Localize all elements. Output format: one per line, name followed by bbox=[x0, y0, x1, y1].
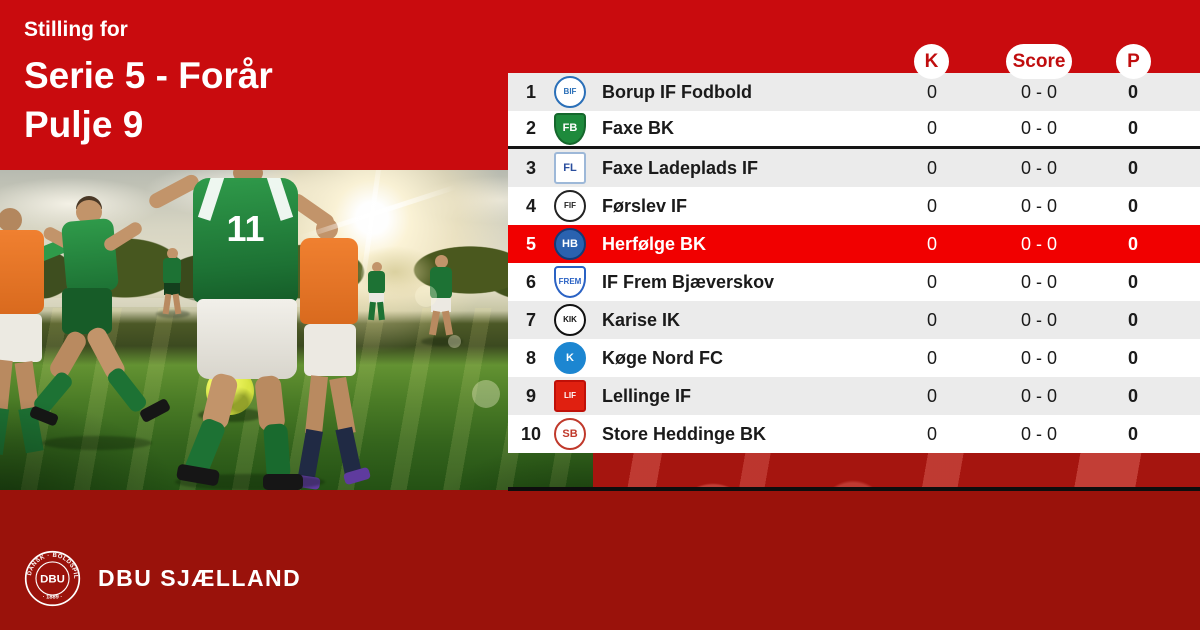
row-points: 0 bbox=[1127, 309, 1138, 330]
page-title: Serie 5 - Forår bbox=[24, 55, 273, 96]
player-limb bbox=[372, 262, 382, 272]
row-matches: 0 bbox=[926, 309, 937, 330]
row-position: 3 bbox=[525, 157, 536, 178]
player-limb bbox=[167, 248, 178, 259]
player-jersey: 11 bbox=[193, 178, 298, 303]
column-header-p: P bbox=[1116, 44, 1151, 79]
club-name: IF Frem Bjæverskov bbox=[602, 271, 775, 292]
row-matches: 0 bbox=[926, 423, 937, 444]
row-points: 0 bbox=[1127, 233, 1138, 254]
club-name: Lellinge IF bbox=[602, 385, 692, 406]
row-position: 6 bbox=[525, 271, 536, 292]
row-matches: 0 bbox=[926, 233, 937, 254]
row-position: 10 bbox=[520, 423, 542, 444]
row-matches: 0 bbox=[926, 118, 937, 138]
row-matches: 0 bbox=[926, 195, 937, 216]
table-row: 10 SB Store Heddinge BK 0 0 - 0 0 bbox=[508, 415, 1200, 453]
match-photo: 11 bbox=[0, 170, 593, 490]
club-logo: BIF bbox=[554, 76, 586, 108]
dbu-logo-year: · 1889 · bbox=[43, 594, 63, 600]
row-position: 7 bbox=[525, 309, 536, 330]
table-row: 5 HB Herfølge BK 0 0 - 0 0 bbox=[508, 225, 1200, 263]
row-score: 0 - 0 bbox=[1020, 309, 1058, 330]
row-position: 8 bbox=[525, 347, 536, 368]
row-score: 0 - 0 bbox=[1020, 81, 1058, 102]
player-jersey bbox=[60, 217, 120, 295]
club-logo: FREM bbox=[554, 266, 586, 298]
player-limb bbox=[435, 255, 448, 268]
row-score: 0 - 0 bbox=[1020, 423, 1058, 444]
title-block: Stilling for Serie 5 - Forår Pulje 9 bbox=[24, 18, 273, 146]
row-score: 0 - 0 bbox=[1020, 347, 1058, 368]
club-logo: FL bbox=[554, 152, 586, 184]
club-logo: LIF bbox=[554, 380, 586, 412]
row-score: 0 - 0 bbox=[1020, 157, 1058, 178]
row-score: 0 - 0 bbox=[1020, 385, 1058, 406]
row-score: 0 - 0 bbox=[1020, 195, 1058, 216]
row-score: 0 - 0 bbox=[1020, 118, 1058, 138]
watermark-pattern bbox=[593, 453, 1200, 490]
standings-table: K Score P 1 BIF Borup IF Fodbold 0 0 - 0… bbox=[508, 44, 1200, 453]
row-points: 0 bbox=[1127, 118, 1138, 138]
jersey-number: 11 bbox=[226, 208, 265, 249]
footer: DANSK · BOLDSPIL · UNION DBU · 1889 · DB… bbox=[0, 490, 1200, 630]
club-name: Faxe BK bbox=[602, 118, 675, 138]
standings-rows: 1 BIF Borup IF Fodbold 0 0 - 0 0 2 FB Fa… bbox=[508, 73, 1200, 453]
player-limb bbox=[0, 208, 22, 232]
table-row: 3 FL Faxe Ladeplads IF 0 0 - 0 0 bbox=[508, 149, 1200, 187]
row-points: 0 bbox=[1127, 347, 1138, 368]
row-position: 4 bbox=[525, 195, 536, 216]
row-position: 1 bbox=[525, 81, 536, 102]
club-logo: SB bbox=[554, 418, 586, 450]
dbu-logo-monogram: DBU bbox=[40, 573, 65, 585]
player-limb bbox=[368, 271, 385, 294]
table-bottom-line bbox=[508, 487, 1200, 491]
row-matches: 0 bbox=[926, 271, 937, 292]
table-row: 9 LIF Lellinge IF 0 0 - 0 0 bbox=[508, 377, 1200, 415]
eyebrow-text: Stilling for bbox=[24, 18, 128, 41]
row-points: 0 bbox=[1127, 385, 1138, 406]
brand-name: DBU SJÆLLAND bbox=[98, 565, 302, 591]
table-row: 2 FB Faxe BK 0 0 - 0 0 bbox=[508, 111, 1200, 149]
page-subtitle: Pulje 9 bbox=[24, 104, 144, 145]
club-name: Store Heddinge BK bbox=[602, 423, 767, 444]
club-name: Førslev IF bbox=[602, 195, 688, 216]
column-header-score: Score bbox=[1006, 44, 1072, 79]
row-points: 0 bbox=[1127, 271, 1138, 292]
row-position: 5 bbox=[525, 233, 536, 254]
table-row: 4 FIF Førslev IF 0 0 - 0 0 bbox=[508, 187, 1200, 225]
row-position: 2 bbox=[525, 118, 536, 138]
row-position: 9 bbox=[525, 385, 536, 406]
club-logo: FIF bbox=[554, 190, 586, 222]
club-name: Borup IF Fodbold bbox=[602, 81, 752, 102]
row-score: 0 - 0 bbox=[1020, 271, 1058, 292]
club-name: Faxe Ladeplads IF bbox=[602, 157, 759, 178]
row-matches: 0 bbox=[926, 347, 937, 368]
table-row: 8 K Køge Nord FC 0 0 - 0 0 bbox=[508, 339, 1200, 377]
table-row: 6 FREM IF Frem Bjæverskov 0 0 - 0 0 bbox=[508, 263, 1200, 301]
row-points: 0 bbox=[1127, 81, 1138, 102]
table-row: 1 BIF Borup IF Fodbold 0 0 - 0 0 bbox=[508, 73, 1200, 111]
club-name: Køge Nord FC bbox=[602, 347, 723, 368]
column-header-k: K bbox=[914, 44, 949, 79]
grass-shadow bbox=[0, 290, 593, 490]
row-matches: 0 bbox=[926, 157, 937, 178]
club-logo: HB bbox=[554, 228, 586, 260]
row-points: 0 bbox=[1127, 157, 1138, 178]
club-logo: FB bbox=[554, 112, 586, 145]
row-points: 0 bbox=[1127, 195, 1138, 216]
dbu-logo: DANSK · BOLDSPIL · UNION DBU · 1889 · bbox=[24, 550, 81, 607]
club-name: Herfølge BK bbox=[602, 233, 707, 254]
club-name: Karise IK bbox=[602, 309, 681, 330]
row-points: 0 bbox=[1127, 423, 1138, 444]
table-row: 7 KIK Karise IK 0 0 - 0 0 bbox=[508, 301, 1200, 339]
player-limb bbox=[163, 258, 181, 284]
club-logo: K bbox=[554, 342, 586, 374]
row-score: 0 - 0 bbox=[1020, 233, 1058, 254]
row-matches: 0 bbox=[926, 385, 937, 406]
club-logo: KIK bbox=[554, 304, 586, 336]
row-matches: 0 bbox=[926, 81, 937, 102]
